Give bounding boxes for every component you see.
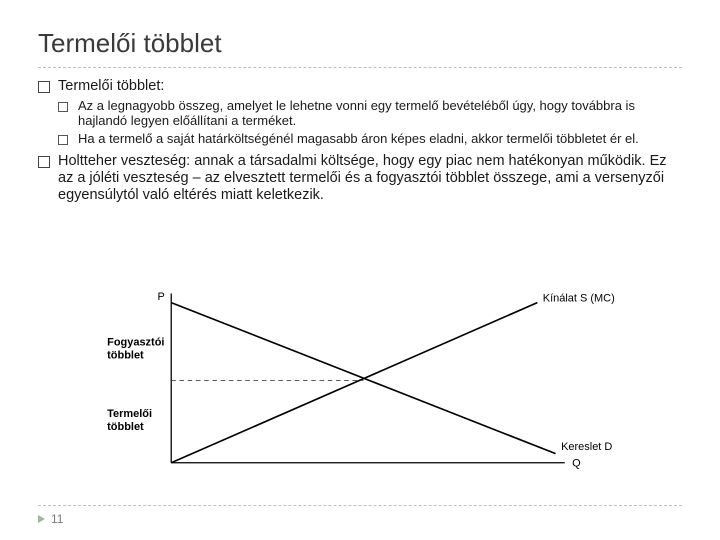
demand-line [171, 303, 555, 454]
axis-label-q: Q [572, 457, 581, 469]
supply-line [171, 303, 537, 463]
chart-svg: P Q Kínálat S (MC) Kereslet D Fogyasztói… [98, 280, 638, 490]
title-divider [38, 67, 682, 68]
producer-surplus-label-1: Termelői [107, 408, 152, 420]
bullet-1: Termelői többlet: Az a legnagyobb összeg… [38, 78, 682, 147]
consumer-surplus-label-1: Fogyasztói [107, 337, 164, 349]
bullet-1-sub-1: Az a legnagyobb összeg, amelyet le lehet… [58, 99, 682, 129]
producer-surplus-label-2: többlet [107, 421, 144, 433]
bullet-1-text: Termelői többlet: [58, 78, 164, 94]
footer: 11 [38, 505, 682, 528]
page-marker-icon [38, 515, 45, 523]
consumer-surplus-label-2: többlet [107, 349, 144, 361]
bullet-1-sub-2: Ha a termelő a saját határköltségénél ma… [58, 132, 682, 147]
axis-label-p: P [157, 291, 164, 303]
demand-label: Kereslet D [561, 441, 612, 453]
content-block: Termelői többlet: Az a legnagyobb összeg… [38, 78, 682, 204]
page-number: 11 [38, 512, 63, 526]
supply-demand-diagram: P Q Kínálat S (MC) Kereslet D Fogyasztói… [98, 280, 638, 490]
bullet-2-text: Holtteher veszteség: annak a társadalmi … [58, 153, 667, 203]
page-number-text: 11 [51, 512, 63, 526]
bullet-2: Holtteher veszteség: annak a társadalmi … [38, 153, 682, 204]
supply-label: Kínálat S (MC) [543, 293, 615, 305]
page-title: Termelői többlet [38, 28, 682, 59]
